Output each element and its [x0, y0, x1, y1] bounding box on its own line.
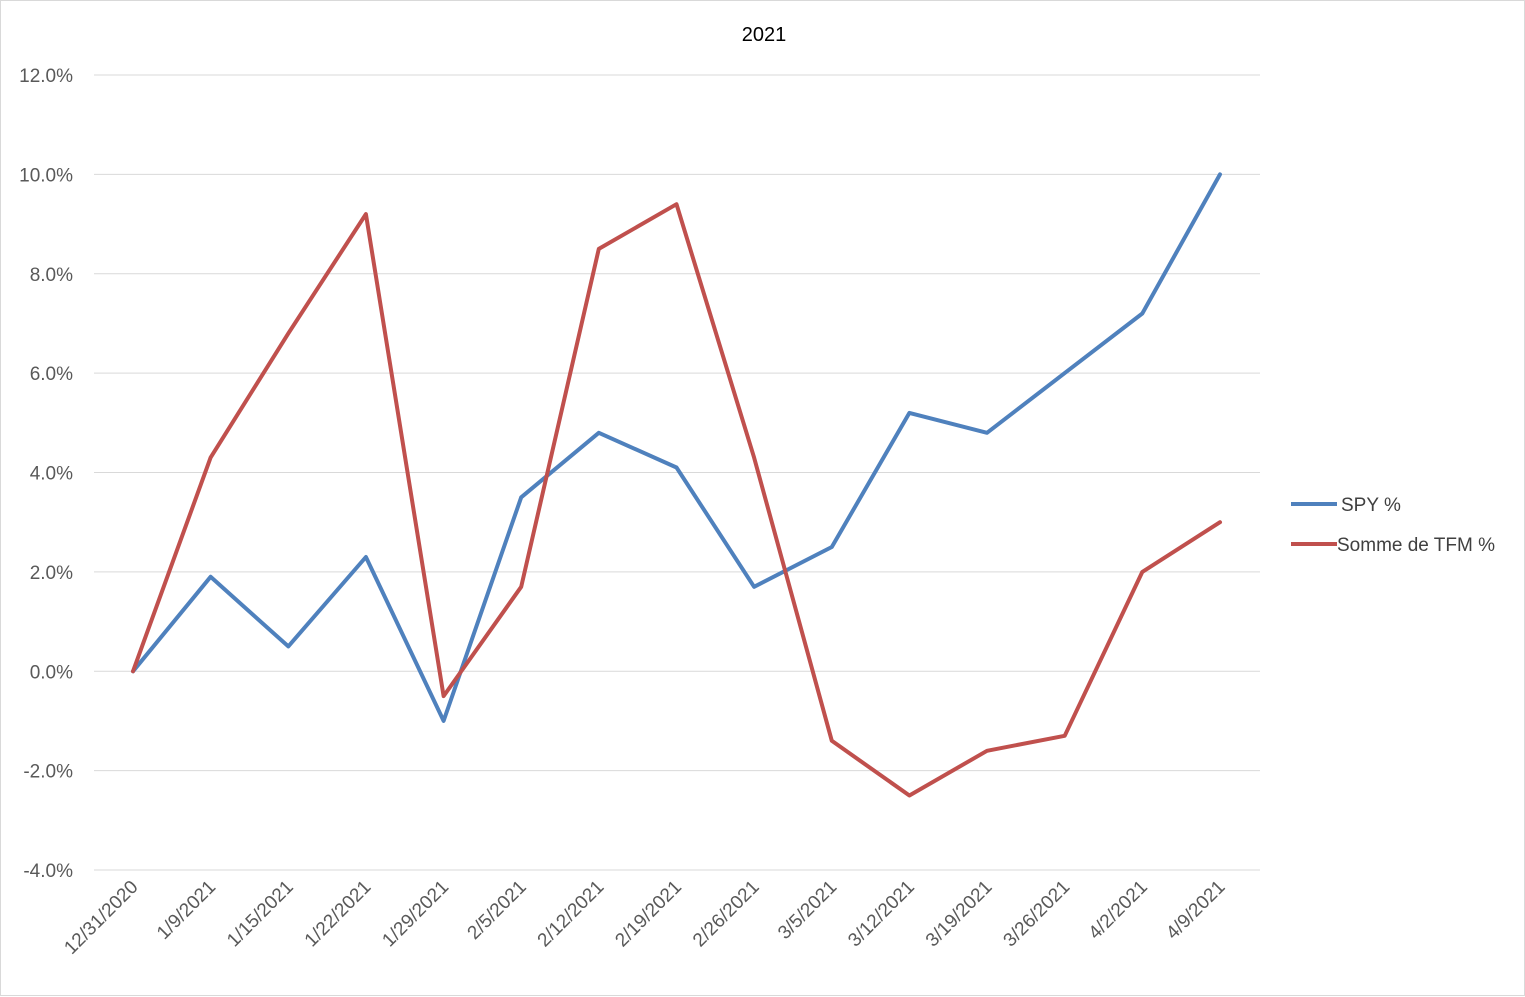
data-point	[1062, 370, 1068, 376]
y-tick-label: 0.0%	[30, 662, 73, 683]
data-point	[1139, 311, 1145, 317]
x-tick-label: 3/5/2021	[774, 877, 841, 944]
x-tick-label: 2/19/2021	[611, 877, 686, 952]
x-tick-label: 12/31/2020	[60, 877, 142, 959]
data-point	[1217, 171, 1223, 177]
data-point	[130, 668, 136, 674]
data-point	[1139, 569, 1145, 575]
x-tick-label: 1/29/2021	[378, 877, 453, 952]
x-axis-tick-labels: 12/31/2020 1/9/2021 1/15/2021 1/22/2021 1/29…	[60, 877, 1229, 959]
x-tick-label: 1/22/2021	[301, 877, 376, 952]
series-lines	[130, 171, 1223, 798]
x-tick-label: 4/9/2021	[1162, 877, 1229, 944]
data-point	[829, 544, 835, 550]
chart-title: 2021	[742, 24, 787, 46]
data-point	[363, 554, 369, 560]
data-point	[1217, 519, 1223, 525]
y-tick-label: 2.0%	[30, 563, 73, 584]
data-point	[596, 246, 602, 252]
y-axis-tick-labels: -4.0% -2.0% 0.0% 2.0% 4.0% 6.0% 8.0% 10.0% 12.0%	[19, 66, 73, 882]
y-tick-label: -4.0%	[23, 861, 73, 882]
series-line-1	[131, 172, 1222, 723]
x-tick-label: 3/12/2021	[844, 877, 919, 952]
x-tick-label: 1/15/2021	[223, 877, 298, 952]
data-point	[518, 584, 524, 590]
data-point	[518, 494, 524, 500]
y-tick-label: 4.0%	[30, 464, 73, 485]
y-tick-label: 8.0%	[30, 265, 73, 286]
data-point	[751, 455, 757, 461]
data-point	[285, 643, 291, 649]
x-tick-label: 2/26/2021	[689, 877, 764, 952]
legend: SPY % Somme de TFM %	[1291, 495, 1495, 556]
legend-label: SPY %	[1341, 495, 1401, 516]
data-point	[673, 465, 679, 471]
data-point	[441, 693, 447, 699]
x-tick-label: 2/5/2021	[464, 877, 531, 944]
y-tick-label: 10.0%	[19, 165, 73, 186]
y-tick-label: 12.0%	[19, 66, 73, 87]
data-point	[363, 211, 369, 217]
data-point	[751, 584, 757, 590]
data-point	[596, 430, 602, 436]
data-point	[208, 455, 214, 461]
x-tick-label: 3/19/2021	[922, 877, 997, 952]
series-line-2	[131, 202, 1222, 798]
data-point	[441, 718, 447, 724]
gridlines	[94, 74, 1260, 871]
data-point	[1062, 733, 1068, 739]
legend-label: Somme de TFM %	[1337, 535, 1495, 556]
x-tick-label: 1/9/2021	[153, 877, 220, 944]
x-tick-label: 3/26/2021	[1000, 877, 1075, 952]
y-tick-label: -2.0%	[23, 762, 73, 783]
data-point	[906, 410, 912, 416]
data-point	[673, 201, 679, 207]
data-point	[906, 792, 912, 798]
data-point	[984, 748, 990, 754]
data-point	[829, 738, 835, 744]
x-tick-label: 4/2/2021	[1085, 877, 1152, 944]
x-tick-label: 2/12/2021	[534, 877, 609, 952]
data-point	[285, 330, 291, 336]
data-point	[984, 430, 990, 436]
y-tick-label: 6.0%	[30, 364, 73, 385]
data-point	[208, 574, 214, 580]
